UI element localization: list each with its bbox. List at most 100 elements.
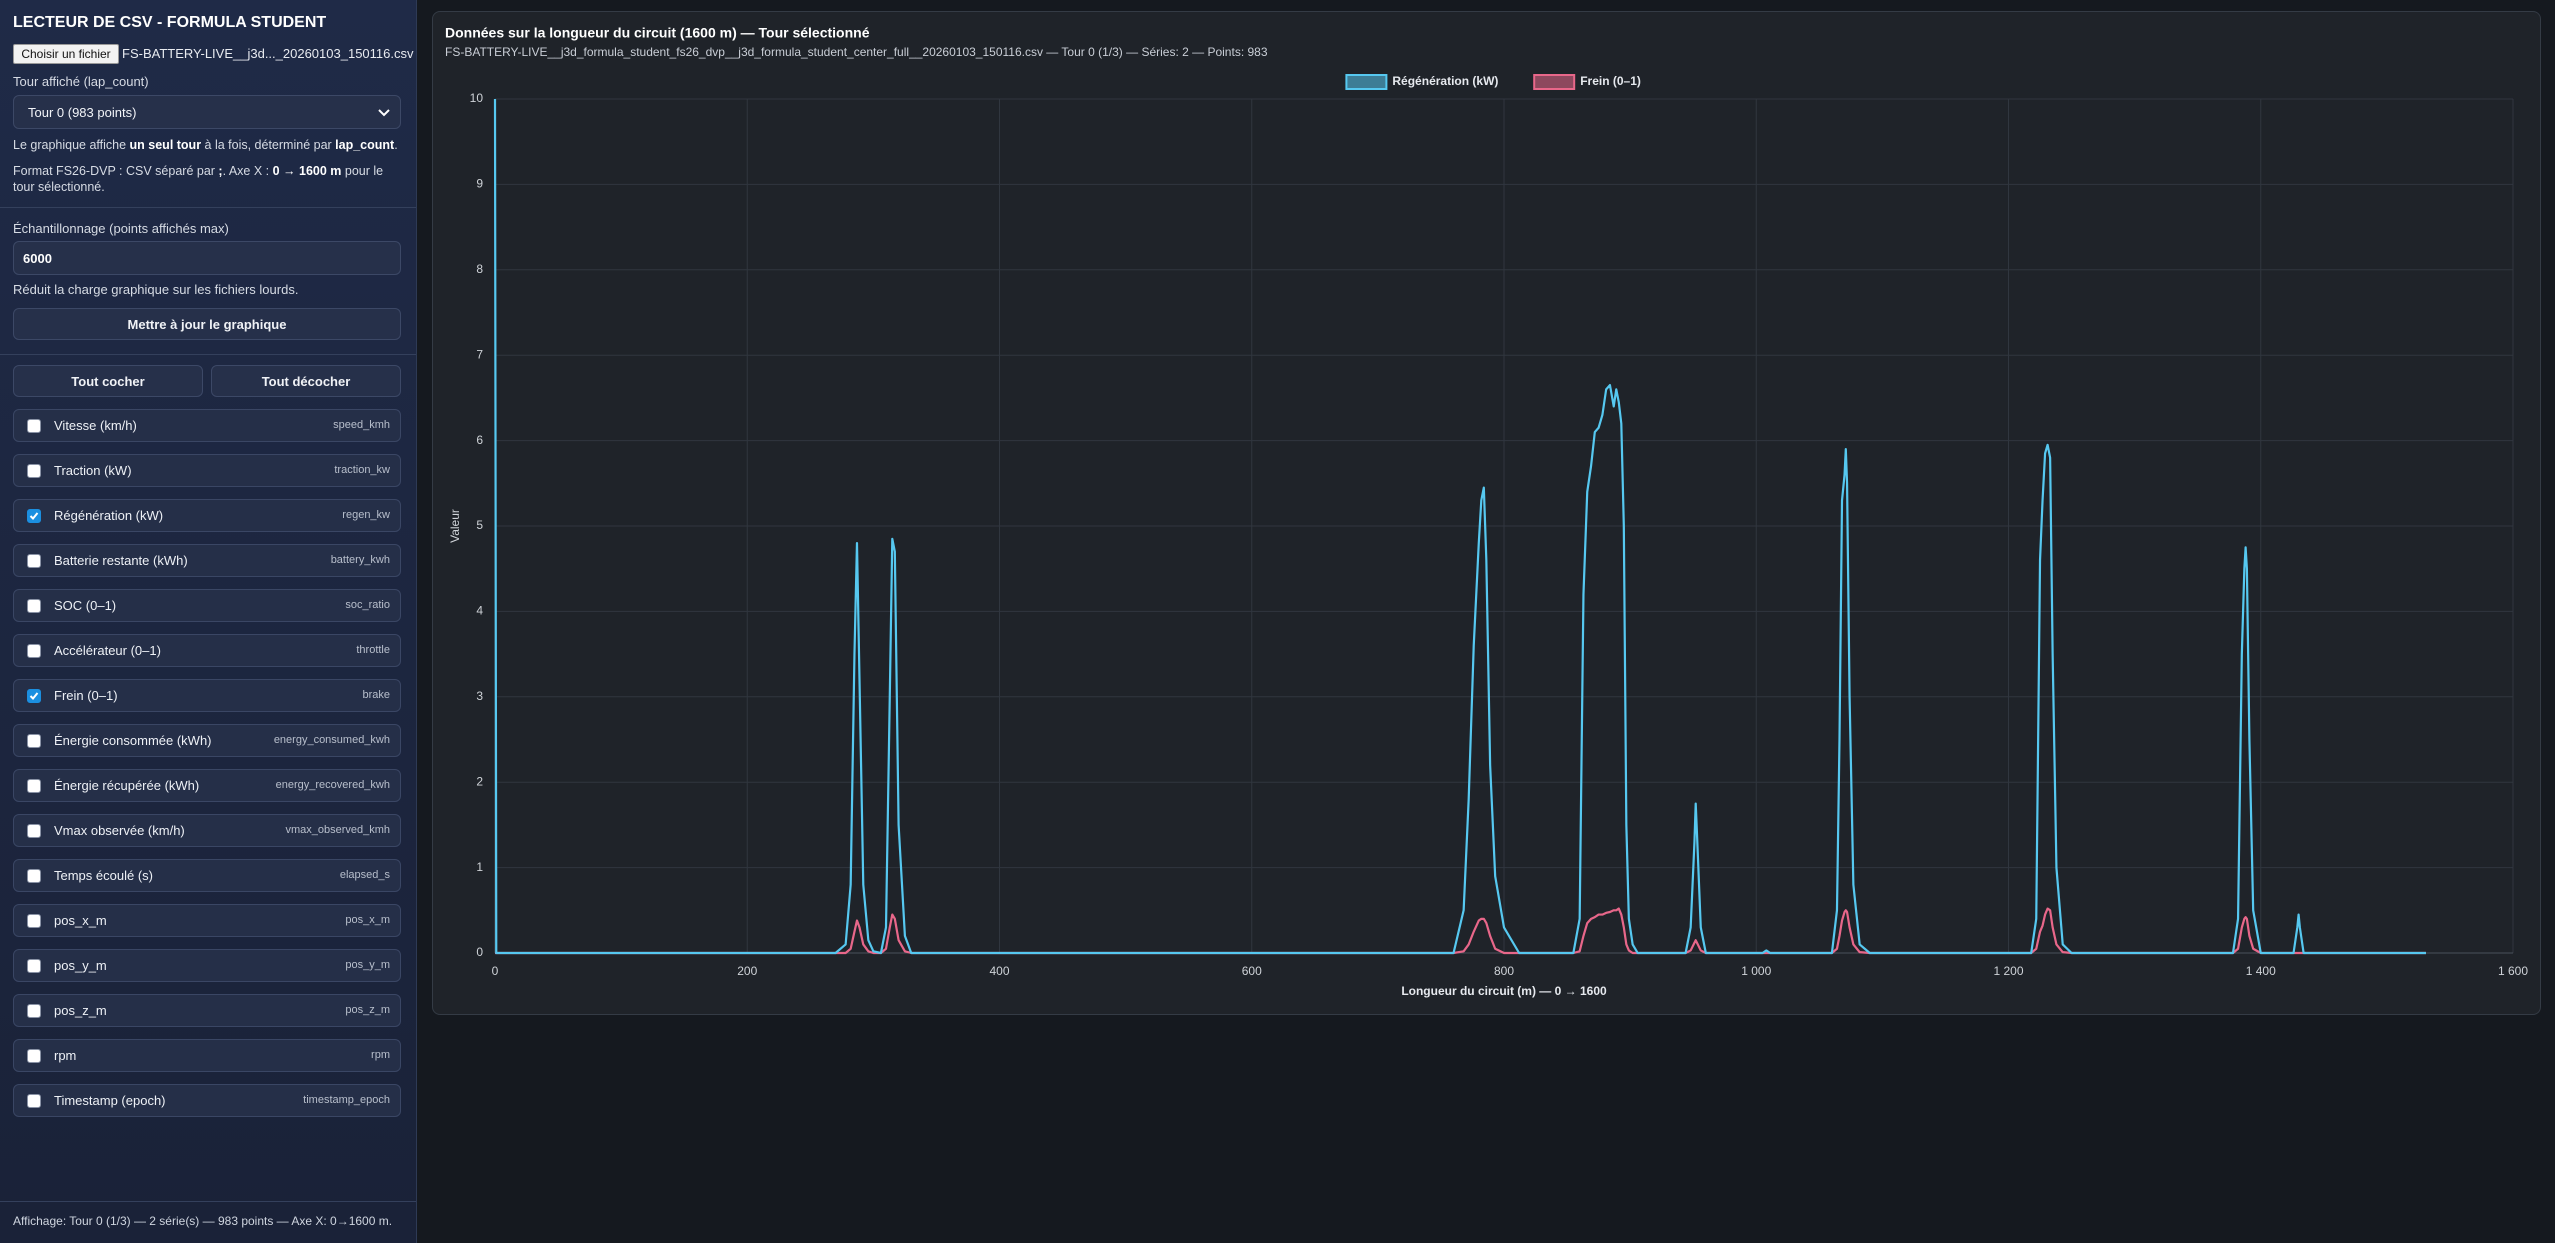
field-label: Batterie restante (kWh) xyxy=(54,553,188,568)
checkbox[interactable] xyxy=(27,779,41,793)
field-label: Vitesse (km/h) xyxy=(54,418,137,433)
info-segment: pour le tour sélectionné. xyxy=(13,164,384,194)
y-tick-label: 5 xyxy=(476,518,483,532)
x-tick-label: 400 xyxy=(989,964,1009,978)
y-tick-label: 6 xyxy=(476,433,483,447)
checkbox[interactable] xyxy=(27,464,41,478)
checkbox[interactable] xyxy=(27,1004,41,1018)
legend-swatch xyxy=(1345,74,1388,90)
x-axis-label: Longueur du circuit (m) — 0 → 1600 xyxy=(1401,984,1607,998)
separator xyxy=(0,207,416,208)
y-tick-label: 4 xyxy=(476,604,483,618)
field-row: pos_x_m pos_x_m xyxy=(13,904,401,937)
app-title: LECTEUR DE CSV - FORMULA STUDENT xyxy=(13,14,327,31)
field-key: pos_y_m xyxy=(345,959,390,971)
info-segment: lap_count xyxy=(335,138,395,152)
separator xyxy=(0,1201,416,1202)
series-line xyxy=(493,98,2426,955)
x-tick-label: 1 600 xyxy=(2498,964,2528,978)
info-segment: un seul tour xyxy=(129,138,202,152)
checkbox[interactable] xyxy=(27,1049,41,1063)
series-line xyxy=(495,907,2426,955)
info-segment: à la fois, déterminé par xyxy=(201,138,336,152)
checkmark xyxy=(29,512,39,520)
y-tick-label: 7 xyxy=(476,347,483,361)
field-row: Régénération (kW) regen_kw xyxy=(13,499,401,532)
sample-input[interactable]: 6000 xyxy=(13,241,401,275)
x-tick-label: 200 xyxy=(737,964,757,978)
y-tick-label: 0 xyxy=(476,945,483,959)
check-all-button[interactable]: Tout cocher xyxy=(13,365,203,397)
checkbox[interactable] xyxy=(27,734,41,748)
chart: Données sur la longueur du circuit (1600… xyxy=(445,25,2528,998)
info-segment: Format FS26-DVP : CSV séparé par xyxy=(13,164,219,178)
y-axis-label: Valeur xyxy=(448,509,462,543)
y-tick-label: 10 xyxy=(470,91,484,105)
field-label: Timestamp (epoch) xyxy=(54,1093,166,1108)
chart-subtitle: FS-BATTERY-LIVE__j3d_formula_student_fs2… xyxy=(445,45,1268,59)
field-row: Énergie récupérée (kWh) energy_recovered_… xyxy=(13,769,401,802)
field-key: energy_recovered_kwh xyxy=(275,779,390,791)
y-tick-label: 2 xyxy=(476,774,483,788)
field-label: Temps écoulé (s) xyxy=(54,868,153,883)
info-segment: ; xyxy=(218,164,223,178)
lap-label: Tour affiché (lap_count) xyxy=(13,74,149,89)
checkbox[interactable] xyxy=(27,644,41,658)
checkbox[interactable] xyxy=(27,419,41,433)
field-row: Batterie restante (kWh) battery_kwh xyxy=(13,544,401,577)
x-tick-label: 600 xyxy=(1242,964,1262,978)
checkbox[interactable] xyxy=(27,869,41,883)
checkbox[interactable] xyxy=(27,1094,41,1108)
checkmark xyxy=(29,692,39,700)
field-key: battery_kwh xyxy=(330,554,390,566)
sample-label: Échantillonnage (points affichés max) xyxy=(13,221,229,236)
field-key: pos_z_m xyxy=(345,1004,390,1016)
y-tick-label: 9 xyxy=(476,177,483,191)
field-label: Traction (kW) xyxy=(54,463,132,478)
field-key: regen_kw xyxy=(342,509,390,521)
lap-select-value: Tour 0 (983 points) xyxy=(28,105,137,120)
field-label: Frein (0–1) xyxy=(54,688,118,703)
checkbox[interactable] xyxy=(27,689,41,703)
field-row: Temps écoulé (s) elapsed_s xyxy=(13,859,401,892)
x-tick-label: 1 200 xyxy=(1993,964,2023,978)
info-segment: . xyxy=(394,138,398,152)
checkbox[interactable] xyxy=(27,599,41,613)
status: Affichage: Tour 0 (1/3) — 2 série(s) — 9… xyxy=(13,1214,393,1228)
field-label: pos_x_m xyxy=(54,913,107,928)
field-label: Énergie consommée (kWh) xyxy=(54,733,212,748)
field-key: timestamp_epoch xyxy=(303,1094,390,1106)
field-row: Traction (kW) traction_kw xyxy=(13,454,401,487)
info-text: Le graphique affiche un seul tour à la f… xyxy=(13,137,401,153)
x-tick-label: 0 xyxy=(492,964,499,978)
field-key: soc_ratio xyxy=(345,599,390,611)
field-label: rpm xyxy=(54,1048,77,1063)
field-row: Vitesse (km/h) speed_kmh xyxy=(13,409,401,442)
field-key: pos_x_m xyxy=(345,914,390,926)
uncheck-all-button[interactable]: Tout décocher xyxy=(211,365,401,397)
checkbox[interactable] xyxy=(27,959,41,973)
field-key: speed_kmh xyxy=(333,419,390,431)
info-segment: . Axe X : xyxy=(222,164,273,178)
field-row: pos_z_m pos_z_m xyxy=(13,994,401,1027)
field-label: SOC (0–1) xyxy=(54,598,117,613)
field-key: vmax_observed_kmh xyxy=(285,824,390,836)
field-label: pos_y_m xyxy=(54,958,107,973)
checkbox[interactable] xyxy=(27,554,41,568)
x-tick-label: 1 400 xyxy=(2246,964,2276,978)
checkbox[interactable] xyxy=(27,914,41,928)
legend-label: Régénération (kW) xyxy=(1392,74,1498,88)
info-text: Format FS26-DVP : CSV séparé par ;. Axe … xyxy=(13,163,401,195)
field-label: Régénération (kW) xyxy=(54,508,164,523)
field-key: brake xyxy=(362,689,390,701)
field-label: pos_z_m xyxy=(54,1003,107,1018)
lap-select[interactable]: Tour 0 (983 points) xyxy=(13,95,401,129)
update-button[interactable]: Mettre à jour le graphique xyxy=(13,308,401,340)
file-button[interactable]: Choisir un fichier xyxy=(13,44,119,64)
checkbox[interactable] xyxy=(27,824,41,838)
checkbox[interactable] xyxy=(27,509,41,523)
sample-value: 6000 xyxy=(23,251,52,266)
field-label: Énergie récupérée (kWh) xyxy=(54,778,200,793)
x-tick-label: 800 xyxy=(1494,964,1514,978)
